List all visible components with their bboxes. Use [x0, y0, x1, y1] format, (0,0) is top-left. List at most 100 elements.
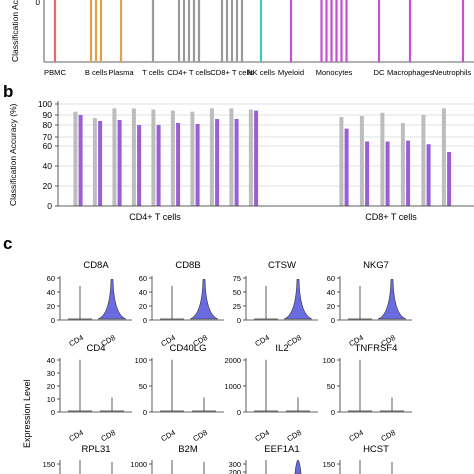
violin-category-label: CD8 — [379, 428, 397, 443]
panel-a-category-label: Neutrophils — [433, 68, 472, 77]
violin-shape-cd8 — [189, 279, 219, 320]
panel-b-bar-purple — [176, 123, 181, 206]
panel-b-bar-gray — [112, 108, 117, 206]
violin-gene-title: HCST — [363, 444, 389, 455]
panel-b-bar-purple — [254, 110, 259, 206]
panel-b-bar-gray — [170, 110, 175, 206]
violin-plot-b2m: B2M 1000 — [131, 444, 205, 474]
panel-a-bar — [235, 0, 239, 62]
panel-b-bar-gray — [441, 108, 446, 206]
panel-a-ytick-label: 0 — [36, 0, 41, 7]
violin-ytick-label: 40 — [139, 288, 147, 297]
panel-b-bar-gray — [339, 117, 344, 206]
violin-ytick-label: 75 — [233, 274, 241, 283]
panel-a-bar — [197, 0, 201, 62]
violin-ytick-label: 20 — [47, 302, 55, 311]
panel-a-bar — [377, 0, 381, 62]
panel-b-ytick-label: 0 — [47, 201, 52, 211]
panel-a-bar — [340, 0, 343, 62]
violin-category-label: CD8 — [99, 428, 117, 443]
violin-gene-title: CD8B — [175, 260, 200, 271]
violin-category-label: CD8 — [191, 428, 209, 443]
panel-a-bar — [225, 0, 229, 62]
violin-gene-title: CD8A — [83, 260, 109, 271]
panel-b-bar-gray — [92, 118, 97, 206]
violin-ytick-label: 0 — [331, 316, 335, 325]
violin-ytick-label: 40 — [327, 288, 335, 297]
panel-a-category-label: B cells — [85, 68, 108, 77]
panel-b-bar-gray — [400, 123, 405, 206]
panel-a-bar — [94, 0, 98, 62]
violin-ytick-label: 40 — [47, 288, 55, 297]
violin-ytick-label: 20 — [47, 382, 55, 391]
violin-shape-cd8 — [283, 279, 313, 320]
violin-ytick-label: 50 — [327, 382, 335, 391]
panel-b-ytick-label: 100 — [38, 99, 52, 109]
violin-ytick-label: 25 — [233, 302, 241, 311]
panel-b-ytick-label: 40 — [43, 161, 53, 171]
violin-ytick-label: 150 — [323, 460, 335, 469]
violin-ytick-label: 20 — [139, 302, 147, 311]
violin-gene-title: NKG7 — [363, 260, 389, 271]
panel-b-bar-purple — [98, 121, 103, 206]
panel-b-bar-gray — [131, 108, 136, 206]
violin-gene-title: TNFRSF4 — [355, 343, 398, 354]
violin-ytick-label: 1000 — [225, 382, 241, 391]
violin-category-label: CD8 — [285, 428, 303, 443]
violin-ytick-label: 60 — [327, 274, 335, 283]
panel-a-bar — [335, 0, 338, 62]
violin-category-label: CD4 — [253, 333, 271, 348]
violin-ytick-label: 60 — [47, 274, 55, 283]
violin-ytick-label: 10 — [47, 395, 55, 404]
panel-a-bar — [119, 0, 123, 62]
violin-ytick-label: 100 — [323, 356, 335, 365]
panel-b-bar-purple — [426, 144, 431, 206]
panel-b-bar-gray — [421, 115, 426, 206]
panel-a-bar — [177, 0, 181, 62]
panel-a-bar — [53, 0, 57, 62]
panel-a-bar — [345, 0, 348, 62]
panel-b-bar-purple — [78, 115, 83, 206]
violin-ytick-label: 0 — [143, 408, 147, 417]
panel-a-chart: 0 Classification Ac PBMC B cells Plasma T c… — [10, 0, 474, 77]
violin-category-label: CD4 — [159, 428, 177, 443]
panel-b-bar-gray — [248, 109, 253, 206]
violin-ytick-label: 0 — [143, 316, 147, 325]
panel-a-category-label: Plasma — [108, 68, 134, 77]
violin-gene-title: IL2 — [275, 343, 288, 354]
panel-b-bar-purple — [117, 120, 122, 206]
panel-a-bar — [187, 0, 191, 62]
panel-b-bar-purple — [215, 119, 220, 206]
violin-ytick-label: 0 — [237, 408, 241, 417]
panel-b-y-axis-label: Classification Accuracy (%) — [8, 103, 18, 206]
panel-b-bar-purple — [195, 124, 200, 206]
violin-ytick-label: 150 — [43, 460, 55, 469]
panel-a-category-label: T cells — [142, 68, 164, 77]
violin-gene-title: CD4 — [86, 343, 105, 354]
panel-a-bar — [220, 0, 224, 62]
violin-ytick-label: 1000 — [131, 460, 147, 469]
panel-b-bar-purple — [406, 140, 411, 206]
violin-ytick-label: 50 — [139, 382, 147, 391]
panel-a-bar — [151, 0, 155, 62]
violin-ytick-label: 60 — [139, 274, 147, 283]
violin-category-label: CD4 — [67, 333, 85, 348]
violin-category-label: CD4 — [67, 428, 85, 443]
panel-b-ytick-label: 80 — [43, 120, 53, 130]
violin-plot-tnfrsf4: TNFRSF4 0 50 100 CD4 CD8 — [323, 343, 412, 443]
panel-a-bar — [325, 0, 328, 62]
violin-ytick-label: 0 — [237, 316, 241, 325]
violin-ytick-label: 20 — [327, 302, 335, 311]
violin-plot-cd4: CD4 0 10 20 30 40 CD4 CD8 — [47, 343, 132, 443]
panel-a-category-label: PBMC — [44, 68, 66, 77]
violin-ytick-label: 100 — [135, 356, 147, 365]
violin-ytick-label: 0 — [51, 316, 55, 325]
panel-a-category-label: DC — [374, 68, 385, 77]
panel-a-bar — [230, 0, 234, 62]
panel-b-ytick-label: 90 — [43, 110, 53, 120]
panel-b-bar-purple — [234, 119, 239, 206]
